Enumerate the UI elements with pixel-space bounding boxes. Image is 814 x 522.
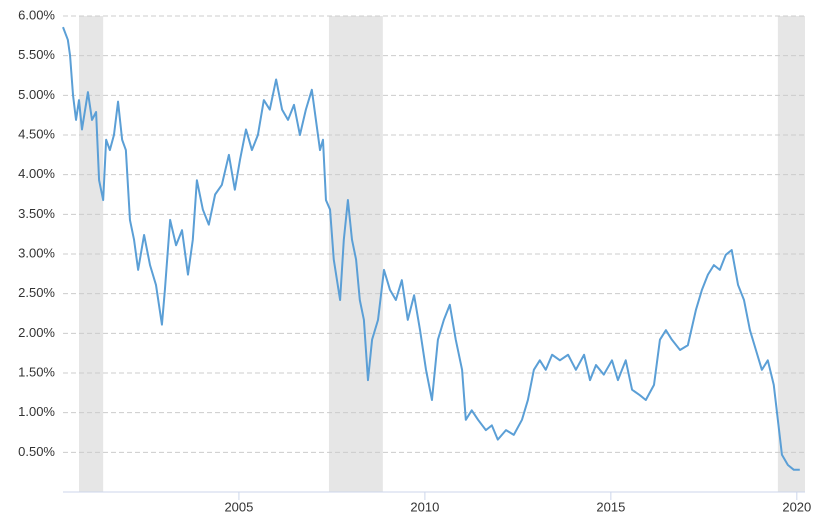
y-tick-label: 0.50% — [18, 444, 55, 459]
y-tick-label: 5.50% — [18, 47, 55, 62]
y-tick-label: 1.00% — [18, 404, 55, 419]
line-series — [62, 26, 800, 471]
y-tick-label: 2.50% — [18, 285, 55, 300]
x-tick-label: 2005 — [224, 499, 253, 514]
x-tick-label: 2015 — [596, 499, 625, 514]
y-tick-label: 3.00% — [18, 245, 55, 260]
y-tick-label: 1.50% — [18, 364, 55, 379]
y-tick-label: 4.50% — [18, 126, 55, 141]
x-tick-label: 2010 — [410, 499, 439, 514]
y-tick-label: 3.50% — [18, 206, 55, 221]
y-tick-label: 2.00% — [18, 325, 55, 340]
y-tick-label: 6.00% — [18, 7, 55, 22]
y-tick-label: 5.00% — [18, 87, 55, 102]
y-tick-label: 4.00% — [18, 166, 55, 181]
x-tick-label: 2020 — [782, 499, 811, 514]
